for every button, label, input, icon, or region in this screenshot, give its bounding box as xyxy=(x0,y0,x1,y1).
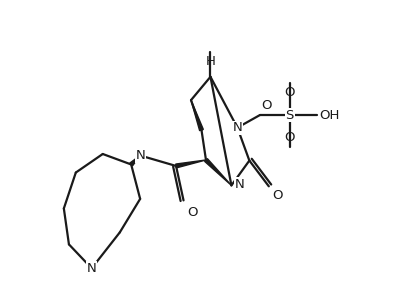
Text: O: O xyxy=(261,99,272,112)
Polygon shape xyxy=(204,159,231,185)
Text: O: O xyxy=(284,86,295,99)
Text: N: N xyxy=(87,262,97,275)
Text: H: H xyxy=(206,55,216,68)
Text: N: N xyxy=(235,178,245,191)
Text: O: O xyxy=(187,206,198,219)
Text: O: O xyxy=(272,189,283,202)
Text: N: N xyxy=(232,121,242,134)
Text: O: O xyxy=(284,130,295,143)
Polygon shape xyxy=(130,156,140,166)
Text: OH: OH xyxy=(320,109,340,122)
Text: N: N xyxy=(135,149,145,162)
Polygon shape xyxy=(176,160,206,168)
Text: S: S xyxy=(286,109,294,122)
Polygon shape xyxy=(191,100,203,131)
